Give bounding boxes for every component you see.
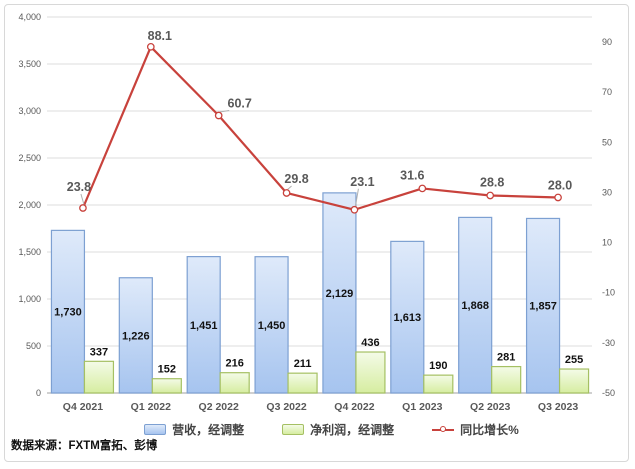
legend-label-net-profit: 净利润，经调整 (310, 423, 395, 437)
y-right-tick-label: -50 (602, 388, 615, 398)
line-label-growth: 88.1 (148, 29, 172, 43)
chart-legend: 营收，经调整 净利润，经调整 同比增长% (14, 421, 635, 438)
line-marker (486, 191, 495, 200)
line-marker (282, 189, 291, 197)
y-right-tick-label: 30 (602, 187, 612, 197)
bar-revenue (525, 217, 561, 394)
bar-net-profit (287, 372, 318, 394)
bar-net-profit (423, 374, 454, 394)
bar-revenue (118, 277, 153, 394)
bar-label-revenue: 2,129 (326, 288, 354, 300)
bar-revenue (458, 216, 493, 394)
x-category-label: Q3 2022 (266, 401, 306, 413)
y-left-tick-label: 3,500 (18, 59, 41, 69)
bar-revenue (322, 192, 357, 394)
bar-label-net-profit: 152 (158, 364, 176, 376)
legend-swatch-revenue (144, 424, 167, 435)
y-left-tick-label: 2,500 (18, 153, 41, 163)
line-marker (350, 205, 359, 214)
bar-label-net-profit: 211 (294, 358, 312, 370)
x-category-label: Q3 2023 (538, 401, 578, 413)
line-marker (79, 204, 87, 212)
legend-marker-icon (440, 425, 447, 432)
legend-item-growth: 同比增长% (432, 421, 519, 438)
source-note: 数据来源：FXTM富拓、彭博 (11, 440, 158, 452)
bar-revenue (390, 240, 425, 394)
label-leader-line (219, 110, 230, 113)
y-right-tick-label: -10 (602, 288, 615, 298)
y-right-tick-label: 90 (602, 37, 612, 47)
line-growth (81, 45, 559, 211)
y-left-tick-label: 1,000 (18, 294, 41, 304)
bar-net-profit (83, 360, 115, 394)
legend-swatch-net-profit (282, 424, 305, 435)
x-category-label: Q1 2022 (131, 401, 171, 413)
line-label-growth: 23.8 (67, 180, 91, 194)
x-category-label: Q1 2023 (402, 401, 442, 413)
label-leader-line (287, 185, 292, 190)
bar-label-revenue: 1,857 (529, 301, 557, 313)
bar-label-net-profit: 255 (565, 354, 583, 366)
y-left-tick-label: 2,000 (18, 200, 41, 210)
y-left-tick-label: 0 (36, 388, 41, 398)
label-leader-line (80, 193, 85, 205)
y-right-tick-label: -30 (602, 338, 615, 348)
y-left-tick-label: 3,000 (18, 106, 41, 116)
legend-label-growth: 同比增长% (460, 423, 519, 437)
bar-label-revenue: 1,450 (258, 320, 286, 332)
bar-net-profit (491, 365, 522, 394)
line-marker (554, 193, 562, 202)
x-category-label: Q2 2023 (470, 401, 510, 413)
bar-net-profit (219, 372, 250, 394)
line-label-growth: 60.7 (228, 97, 252, 111)
y-left-tick-label: 1,500 (18, 247, 41, 257)
line-label-growth: 28.0 (548, 178, 572, 192)
line-label-growth: 23.1 (350, 175, 374, 189)
legend-swatch-growth (432, 425, 455, 432)
legend-label-revenue: 营收，经调整 (172, 423, 245, 437)
bar-label-net-profit: 436 (361, 337, 379, 349)
line-label-growth: 31.6 (400, 168, 424, 182)
bar-label-revenue: 1,868 (461, 300, 489, 312)
bar-net-profit (151, 378, 182, 394)
x-category-label: Q4 2021 (63, 401, 103, 413)
bar-label-revenue: 1,451 (190, 320, 218, 332)
legend-item-net-profit: 净利润，经调整 (282, 421, 394, 438)
bar-label-net-profit: 281 (497, 352, 515, 364)
label-leader-line (354, 188, 359, 207)
line-marker (146, 42, 155, 51)
x-category-label: Q4 2022 (334, 401, 374, 413)
line-label-growth: 29.8 (284, 172, 308, 186)
bar-net-profit (558, 368, 590, 394)
line-marker (214, 111, 223, 120)
bar-net-profit (355, 351, 386, 394)
line-marker (418, 184, 427, 193)
bar-revenue (50, 229, 86, 394)
y-left-tick-label: 500 (26, 341, 41, 351)
bar-label-revenue: 1,613 (394, 312, 422, 324)
bar-revenue (186, 256, 221, 394)
x-category-label: Q2 2022 (199, 401, 239, 413)
y-left-tick-label: 4,000 (18, 12, 41, 22)
line-label-growth: 28.8 (480, 175, 504, 189)
bar-label-net-profit: 190 (429, 360, 447, 372)
bar-label-revenue: 1,226 (122, 330, 150, 342)
bar-revenue (254, 256, 289, 394)
y-right-tick-label: 50 (602, 137, 612, 147)
bar-label-net-profit: 337 (90, 346, 108, 358)
y-right-tick-label: 70 (602, 87, 612, 97)
y-right-tick-label: 10 (602, 238, 612, 248)
legend-item-revenue: 营收，经调整 (144, 421, 244, 438)
bar-label-revenue: 1,730 (54, 307, 82, 319)
bar-label-net-profit: 216 (226, 358, 244, 370)
